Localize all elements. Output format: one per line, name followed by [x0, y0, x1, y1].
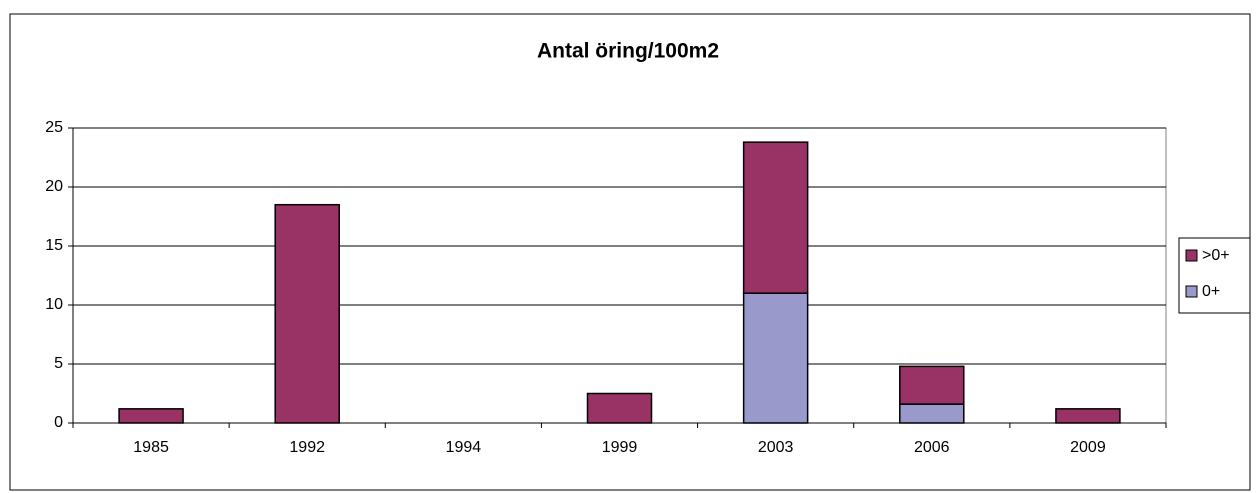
legend-swatch	[1185, 285, 1198, 298]
x-tick-label: 1992	[289, 439, 325, 456]
y-tick-label: 15	[45, 237, 63, 254]
y-tick-label: 10	[45, 296, 63, 313]
x-tick-label: 1999	[602, 439, 638, 456]
x-tick-label: 2006	[914, 439, 950, 456]
bar-segment	[742, 292, 809, 424]
x-tick-label: 2009	[1070, 439, 1106, 456]
bar-segment	[899, 365, 965, 405]
x-tick-label: 1994	[446, 439, 482, 456]
bar-segment	[1055, 408, 1121, 424]
y-tick-label: 0	[54, 414, 63, 431]
bar-segment	[274, 203, 340, 424]
y-tick-label: 25	[45, 119, 63, 136]
bar-segment	[118, 408, 184, 424]
x-tick-label: 2003	[758, 439, 794, 456]
bar-segment	[586, 392, 653, 424]
legend-label: 0+	[1202, 283, 1220, 300]
chart-title: Antal öring/100m2	[537, 40, 719, 63]
legend-swatch	[1185, 249, 1198, 262]
legend-label: >0+	[1202, 247, 1230, 264]
y-tick-label: 5	[54, 355, 63, 372]
plot-area	[72, 127, 1167, 424]
bar-segment	[742, 141, 809, 294]
y-tick-label: 20	[45, 178, 63, 195]
bar-segment	[899, 403, 965, 424]
x-tick-label: 1985	[133, 439, 169, 456]
